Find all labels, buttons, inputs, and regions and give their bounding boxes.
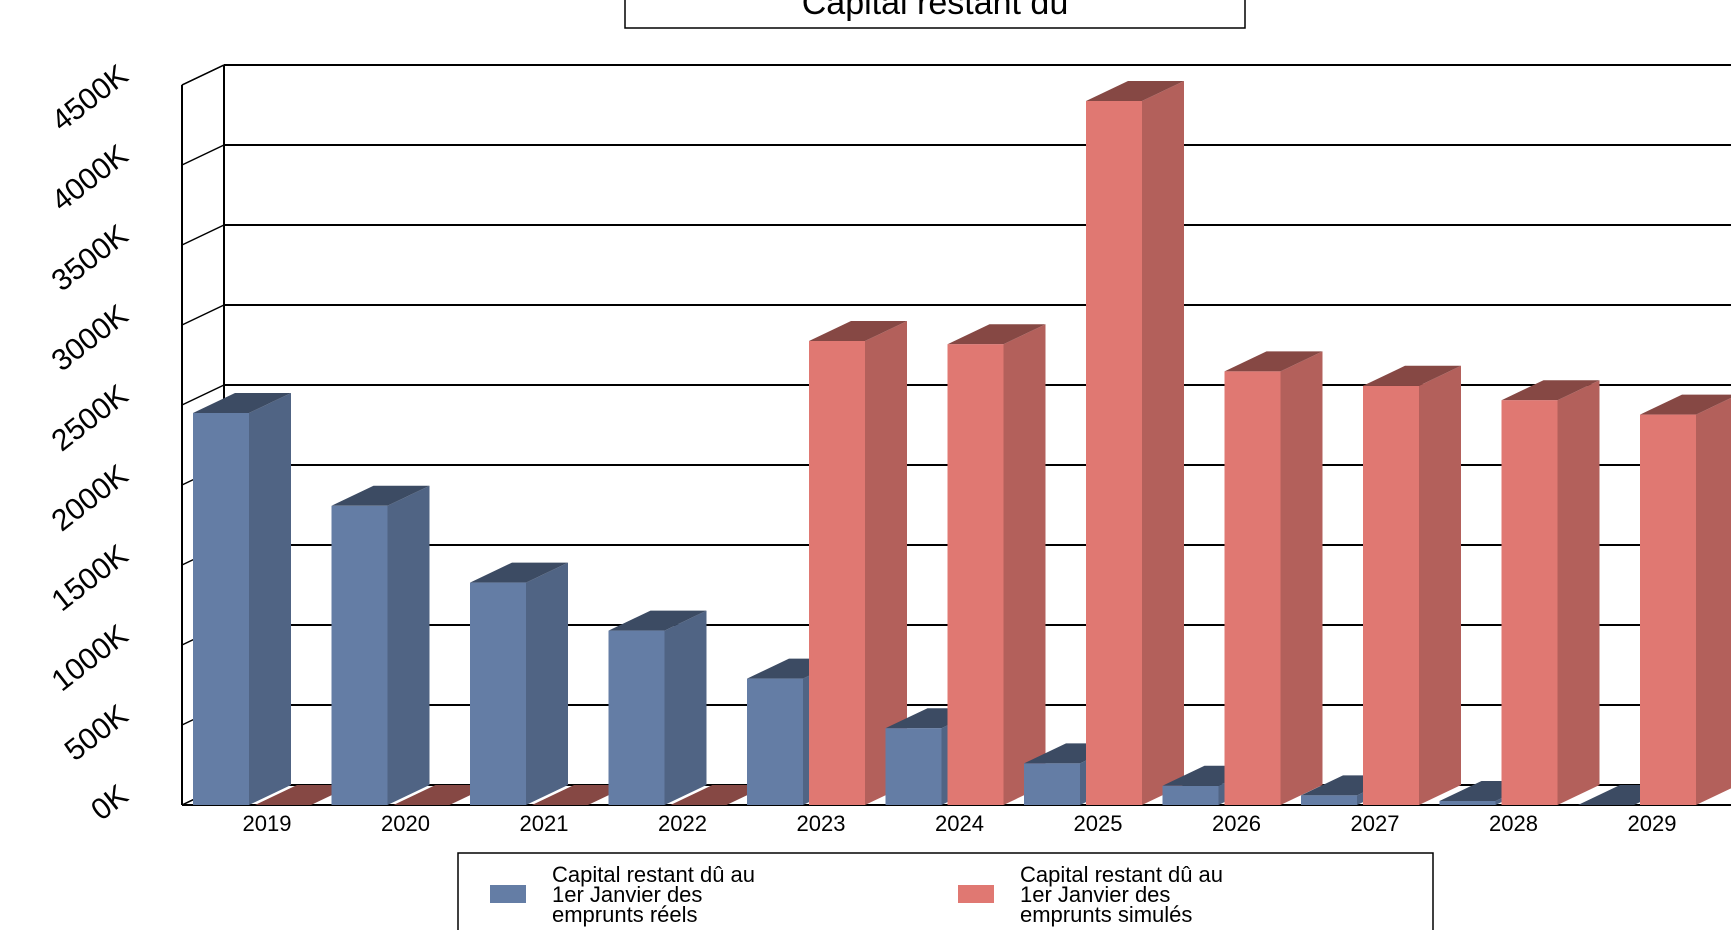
- legend-swatch-simules: [958, 885, 994, 903]
- x-tick-label: 2019: [243, 811, 292, 836]
- gridline-side: [181, 304, 225, 326]
- gridline-side: [181, 384, 225, 406]
- bar-2022-series-1: [670, 785, 769, 805]
- bar-top: [393, 785, 492, 805]
- bar-top: [1086, 81, 1184, 101]
- bar-front: [193, 413, 249, 805]
- x-axis: 2019 2020 2021 2022 2023 2024 2025 2026 2027 2028…: [243, 811, 1677, 836]
- x-tick-label: 2029: [1628, 811, 1677, 836]
- bar-front: [747, 678, 803, 805]
- bar-side: [526, 562, 568, 805]
- bar-front: [1439, 801, 1496, 805]
- bar-2025-series-1: [1086, 81, 1184, 805]
- y-tick-label: 1500K: [46, 539, 135, 618]
- bar-front: [470, 582, 526, 805]
- bar-2020-series-0: [331, 485, 430, 805]
- x-tick-label: 2027: [1351, 811, 1400, 836]
- y-tick-label: 2500K: [46, 379, 135, 458]
- bar-side: [1557, 380, 1600, 805]
- bar-top: [947, 324, 1046, 345]
- x-tick-label: 2024: [935, 811, 984, 836]
- bar-top: [670, 785, 769, 805]
- legend-label-reels: Capital restant dû au 1er Janvier des em…: [552, 862, 761, 927]
- x-tick-label: 2021: [520, 811, 569, 836]
- bar-side: [865, 321, 907, 805]
- bar-side: [387, 485, 430, 805]
- bar-front: [1086, 101, 1142, 805]
- x-tick-label: 2023: [797, 811, 846, 836]
- bar-2029-series-1: [1640, 394, 1731, 805]
- bar-top: [809, 321, 907, 341]
- bar-side: [664, 610, 707, 805]
- legend: Capital restant dû au 1er Janvier des em…: [457, 852, 1434, 930]
- bar-top: [193, 393, 291, 413]
- gridline-side: [181, 144, 225, 166]
- bar-front: [1301, 795, 1357, 805]
- bar-top: [331, 485, 430, 506]
- legend-swatch-reels: [490, 885, 526, 903]
- bar-2023-series-1: [809, 321, 907, 805]
- x-tick-label: 2025: [1074, 811, 1123, 836]
- bar-front: [1501, 400, 1558, 805]
- x-tick-label: 2026: [1212, 811, 1261, 836]
- y-tick-label: 4500K: [46, 59, 135, 138]
- bar-2020-series-1: [393, 785, 492, 805]
- bar-top: [1363, 365, 1461, 386]
- bar-side: [1003, 324, 1046, 805]
- x-tick-label: 2022: [658, 811, 707, 836]
- gridline-side: [181, 224, 225, 246]
- bar-2019-series-0: [193, 393, 291, 805]
- bar-2028-series-1: [1501, 380, 1600, 805]
- bar-2021-series-1: [532, 785, 630, 805]
- bar-2026-series-1: [1224, 351, 1323, 805]
- bar-2019-series-1: [255, 785, 353, 805]
- bar-side: [1142, 81, 1184, 805]
- bar-side: [1280, 351, 1323, 805]
- bar-front: [608, 630, 665, 805]
- bar-front: [1162, 785, 1219, 805]
- bars: [193, 81, 1731, 805]
- bar-front: [1363, 385, 1419, 805]
- bar-top: [1224, 351, 1323, 372]
- y-tick-label: 0K: [85, 779, 134, 828]
- y-tick-label: 1000K: [46, 619, 135, 698]
- bar-front: [885, 728, 942, 805]
- bar-side: [249, 393, 291, 805]
- bar-front: [809, 341, 865, 805]
- y-axis: 0K 500K1000K1500K2000K2500K3000K3500K4000…: [46, 59, 135, 828]
- x-tick-label: 2028: [1489, 811, 1538, 836]
- bar-side: [1419, 365, 1461, 805]
- bar-front: [947, 344, 1004, 805]
- x-tick-label: 2020: [381, 811, 430, 836]
- bar-front: [331, 505, 388, 805]
- bar-2022-series-0: [608, 610, 707, 805]
- bar-top: [1640, 394, 1731, 415]
- y-tick-label: 500K: [59, 699, 135, 768]
- bar-top: [1501, 380, 1600, 401]
- side-wall-top: [181, 64, 225, 86]
- y-tick-label: 3000K: [46, 299, 135, 378]
- bar-2021-series-0: [470, 562, 568, 805]
- bar-front: [1640, 414, 1696, 805]
- legend-label-simules: Capital restant dû au 1er Janvier des em…: [1020, 862, 1229, 927]
- bar-front: [1224, 371, 1281, 805]
- bar-2024-series-1: [947, 324, 1046, 805]
- chart-title-box: [624, 0, 1246, 29]
- legend-box: [457, 852, 1434, 930]
- bar-side: [1696, 397, 1731, 805]
- y-tick-label: 3500K: [46, 219, 135, 298]
- bar-front: [1024, 763, 1080, 805]
- chart-title-text: Capital restant dû: [802, 0, 1069, 22]
- bar-top: [470, 562, 568, 583]
- y-tick-label: 4000K: [46, 139, 135, 218]
- bar-top: [532, 785, 630, 805]
- bar-top: [255, 785, 353, 805]
- bar-top: [608, 610, 707, 631]
- bar-2027-series-1: [1363, 365, 1461, 805]
- y-tick-label: 2000K: [46, 459, 135, 538]
- chart-title: Capital restant dû: [624, 0, 1246, 29]
